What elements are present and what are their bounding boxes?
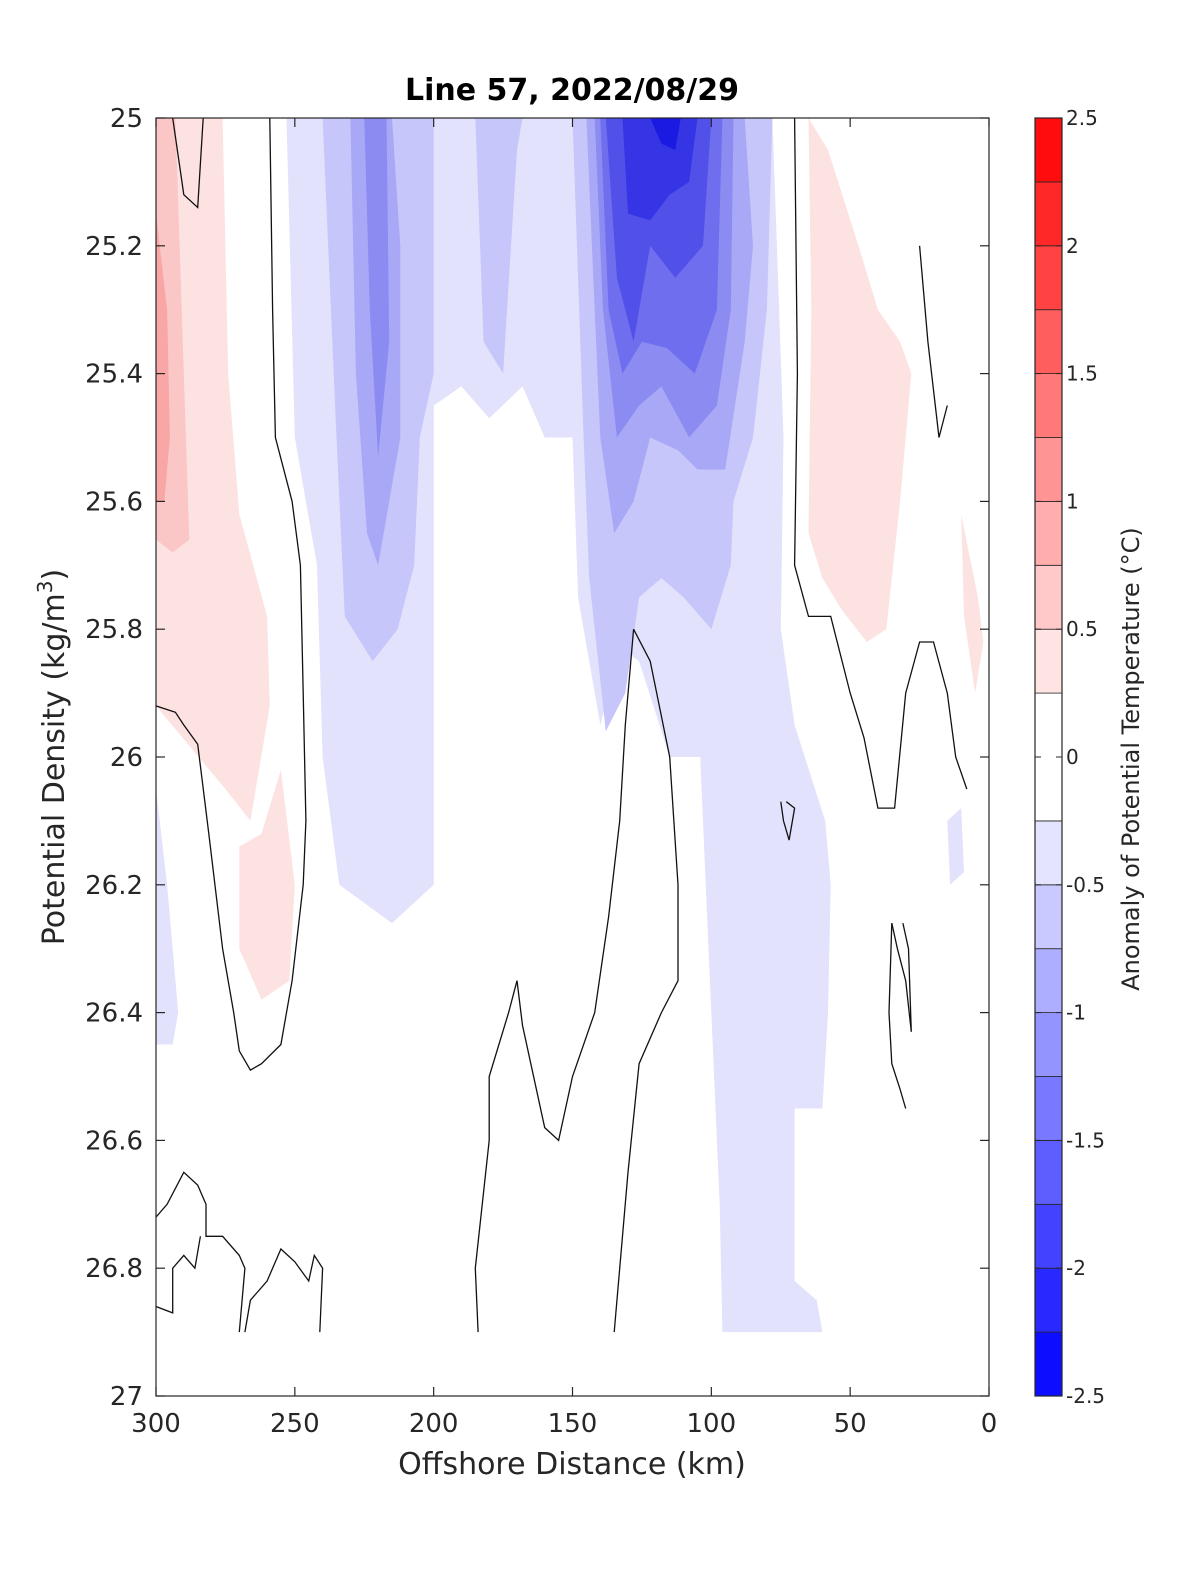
y-tick-label-9: 26.8 [85, 1254, 143, 1284]
colorbar-swatch-14 [1034, 373, 1063, 438]
colorbar-swatch-2 [1034, 1203, 1063, 1269]
contour-line-0 [172, 118, 204, 209]
colorbar-swatch-5 [1034, 1012, 1063, 1077]
colorbar-tick-label-9: -2 [1066, 1256, 1086, 1280]
contour-line-10 [780, 801, 796, 841]
colorbar-tick-label-0: 2.5 [1066, 106, 1098, 130]
y-tick-label-7: 26.4 [85, 999, 143, 1029]
colorbar: 2.5 2 1.5 1 0.5 0 -0.5 -1 -1.5 -2 -2.5 [1034, 106, 1105, 1408]
y-tick-label-10: 27 [110, 1382, 143, 1412]
filled-region-5 [961, 514, 984, 694]
colorbar-tick-label-5: 0 [1066, 745, 1079, 769]
colorbar-swatch-16 [1034, 245, 1063, 311]
colorbar-swatch-12 [1034, 500, 1063, 566]
y-axis-title-close: ) [37, 569, 72, 581]
contour-line-7 [156, 1171, 246, 1333]
contour-line-9 [244, 1247, 324, 1333]
colorbar-swatch-4 [1034, 1076, 1063, 1141]
contour-line-11 [891, 922, 912, 1032]
contour-line-3 [918, 245, 948, 438]
y-axis-title-main: Potential Density (kg/m [37, 593, 72, 945]
filled-region-16 [622, 118, 698, 221]
contour-line-2 [793, 118, 968, 809]
filled-region-3 [239, 769, 295, 1000]
colorbar-swatch-1 [1034, 1267, 1063, 1333]
x-tick-label-6: 0 [981, 1409, 998, 1439]
contour-line-6 [516, 629, 635, 1142]
contour-line-8 [156, 1236, 202, 1314]
colorbar-tick-label-2: 1.5 [1066, 362, 1098, 386]
filled-region-20 [947, 808, 964, 885]
contour-line-5 [474, 980, 518, 1333]
x-axis: 300 250 200 150 100 50 0 [131, 118, 997, 1439]
colorbar-swatch-10 [1034, 628, 1063, 694]
colorbar-swatch-17 [1034, 181, 1063, 247]
y-tick-label-1: 25.2 [85, 232, 143, 262]
y-axis-title: Potential Density (kg/m3) [33, 569, 72, 945]
filled-region-19 [733, 820, 745, 885]
colorbar-swatch-11 [1034, 564, 1063, 630]
colorbar-tick-label-8: -1.5 [1066, 1128, 1105, 1152]
colorbar-tick-label-7: -1 [1066, 1001, 1086, 1025]
y-tick-label-8: 26.6 [85, 1126, 143, 1156]
contour-lines [156, 118, 968, 1333]
x-tick-label-3: 150 [548, 1409, 598, 1439]
colorbar-swatch-6 [1034, 948, 1063, 1014]
contour-line-4 [613, 628, 679, 1333]
y-tick-label-2: 25.4 [85, 360, 143, 390]
colorbar-tick-label-6: -0.5 [1066, 873, 1105, 897]
x-tick-label-4: 100 [687, 1409, 737, 1439]
colorbar-swatch-0 [1034, 1331, 1063, 1397]
x-axis-title: Offshore Distance (km) [398, 1447, 746, 1482]
x-tick-label-2: 200 [409, 1409, 459, 1439]
y-tick-label-3: 25.6 [85, 487, 143, 517]
chart-title: Line 57, 2022/08/29 [405, 73, 739, 108]
y-tick-label-5: 26 [110, 743, 143, 773]
colorbar-swatch-7 [1034, 884, 1063, 950]
x-tick-label-0: 300 [131, 1409, 181, 1439]
filled-region-18 [156, 789, 179, 1045]
colorbar-tick-label-4: 0.5 [1066, 617, 1098, 641]
colorbar-tick-label-3: 1 [1066, 489, 1079, 513]
x-tick-label-1: 250 [270, 1409, 320, 1439]
x-tick-label-5: 50 [834, 1409, 867, 1439]
y-tick-label-0: 25 [110, 104, 143, 134]
y-axis-title-sup: 3 [33, 580, 57, 593]
colorbar-tick-label-1: 2 [1066, 234, 1079, 258]
filled-region-8 [475, 118, 523, 374]
filled-region-12 [364, 118, 390, 457]
colorbar-title: Anomaly of Potential Temperature (°C) [1117, 527, 1145, 991]
y-axis: 25 25.2 25.4 25.6 25.8 26 26.2 26.4 26.6 26.8 27 [85, 104, 989, 1412]
colorbar-tick-label-10: -2.5 [1066, 1384, 1105, 1408]
filled-region-17 [650, 118, 681, 150]
colorbar-swatch-18 [1034, 117, 1063, 183]
contour-line-1 [156, 118, 307, 1071]
colorbar-swatch-13 [1034, 437, 1063, 502]
filled-region-2 [156, 213, 170, 502]
filled-region-4 [808, 118, 912, 642]
filled-region-0 [156, 118, 270, 821]
colorbar-swatch-8 [1034, 820, 1063, 886]
y-tick-label-6: 26.2 [85, 871, 143, 901]
filled-contours [156, 118, 984, 1333]
contour-line-12 [888, 923, 907, 1109]
y-tick-label-4: 25.8 [85, 615, 143, 645]
colorbar-swatch-3 [1034, 1140, 1063, 1205]
colorbar-swatch-15 [1034, 309, 1063, 375]
